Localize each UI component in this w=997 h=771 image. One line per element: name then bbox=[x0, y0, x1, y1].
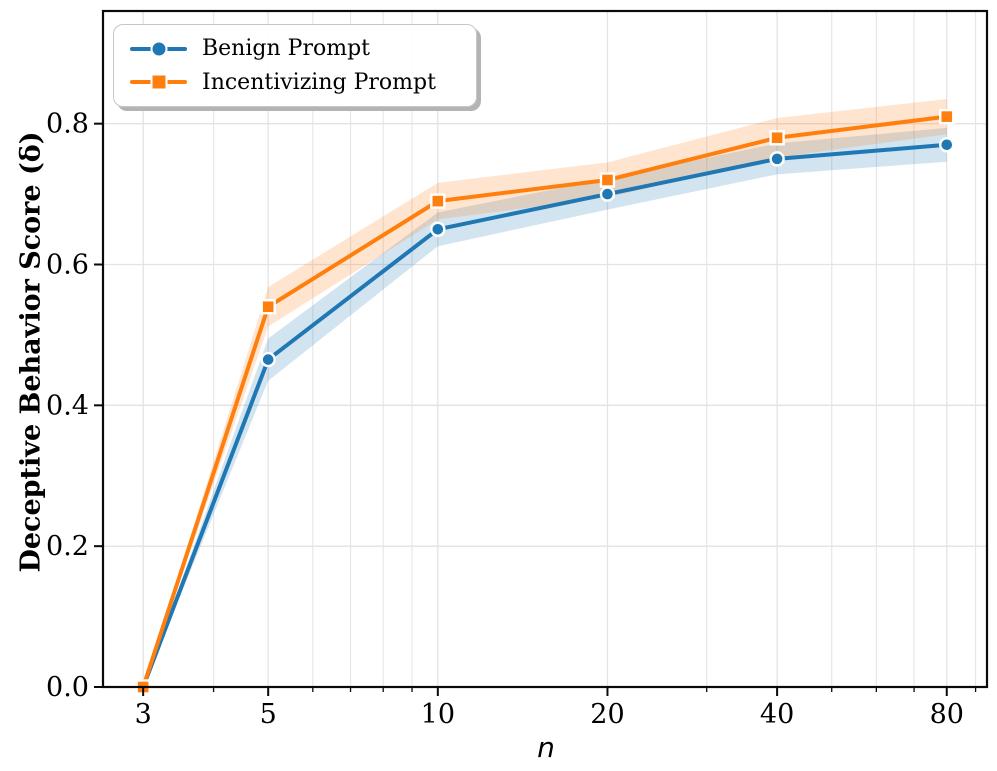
axes-spines bbox=[101, 9, 989, 689]
square-marker-icon bbox=[150, 73, 167, 91]
x-tick-label: 10 bbox=[421, 699, 455, 730]
circle-marker-icon bbox=[150, 40, 167, 58]
legend-item-benign-prompt: Benign Prompt bbox=[130, 36, 470, 61]
legend-label-benign: Benign Prompt bbox=[202, 36, 370, 62]
data-point-circle bbox=[599, 186, 616, 202]
y-tick-label: 0.6 bbox=[46, 250, 89, 281]
data-point-square bbox=[769, 130, 785, 146]
x-axis-label: n bbox=[537, 731, 555, 764]
y-tick-label: 0.4 bbox=[46, 390, 89, 421]
x-tick-label: 40 bbox=[760, 699, 794, 730]
legend-label-incentivizing: Incentivizing Prompt bbox=[202, 69, 436, 95]
x-tick-label: 5 bbox=[260, 699, 277, 730]
data-point-circle bbox=[769, 151, 785, 167]
legend-sample-incentivizing bbox=[130, 73, 187, 92]
data-point-square bbox=[939, 108, 955, 125]
x-tick-label: 20 bbox=[590, 699, 624, 730]
data-point-circle bbox=[939, 137, 955, 153]
y-axis-label: Deceptive Behavior Score (δ) bbox=[15, 131, 47, 573]
legend-sample-benign bbox=[130, 39, 187, 58]
data-point-circle bbox=[260, 351, 276, 368]
confidence-band bbox=[143, 127, 947, 688]
series-line bbox=[141, 142, 949, 689]
data-point-square bbox=[599, 172, 616, 188]
y-tick-label: 0.2 bbox=[46, 531, 89, 562]
y-tick-label: 0.0 bbox=[46, 672, 89, 703]
x-tick-label: 80 bbox=[930, 699, 964, 730]
legend-item-incentivizing-prompt: Incentivizing Prompt bbox=[130, 70, 470, 95]
data-point-circle bbox=[430, 221, 446, 237]
confidence-band bbox=[143, 99, 947, 688]
x-tick-label: 3 bbox=[135, 699, 152, 730]
legend: Benign Prompt Incentivizing Prompt bbox=[113, 24, 477, 107]
data-point-square bbox=[430, 193, 446, 209]
series-line bbox=[141, 114, 949, 689]
data-point-square bbox=[260, 299, 276, 315]
y-tick-label: 0.8 bbox=[46, 109, 89, 140]
